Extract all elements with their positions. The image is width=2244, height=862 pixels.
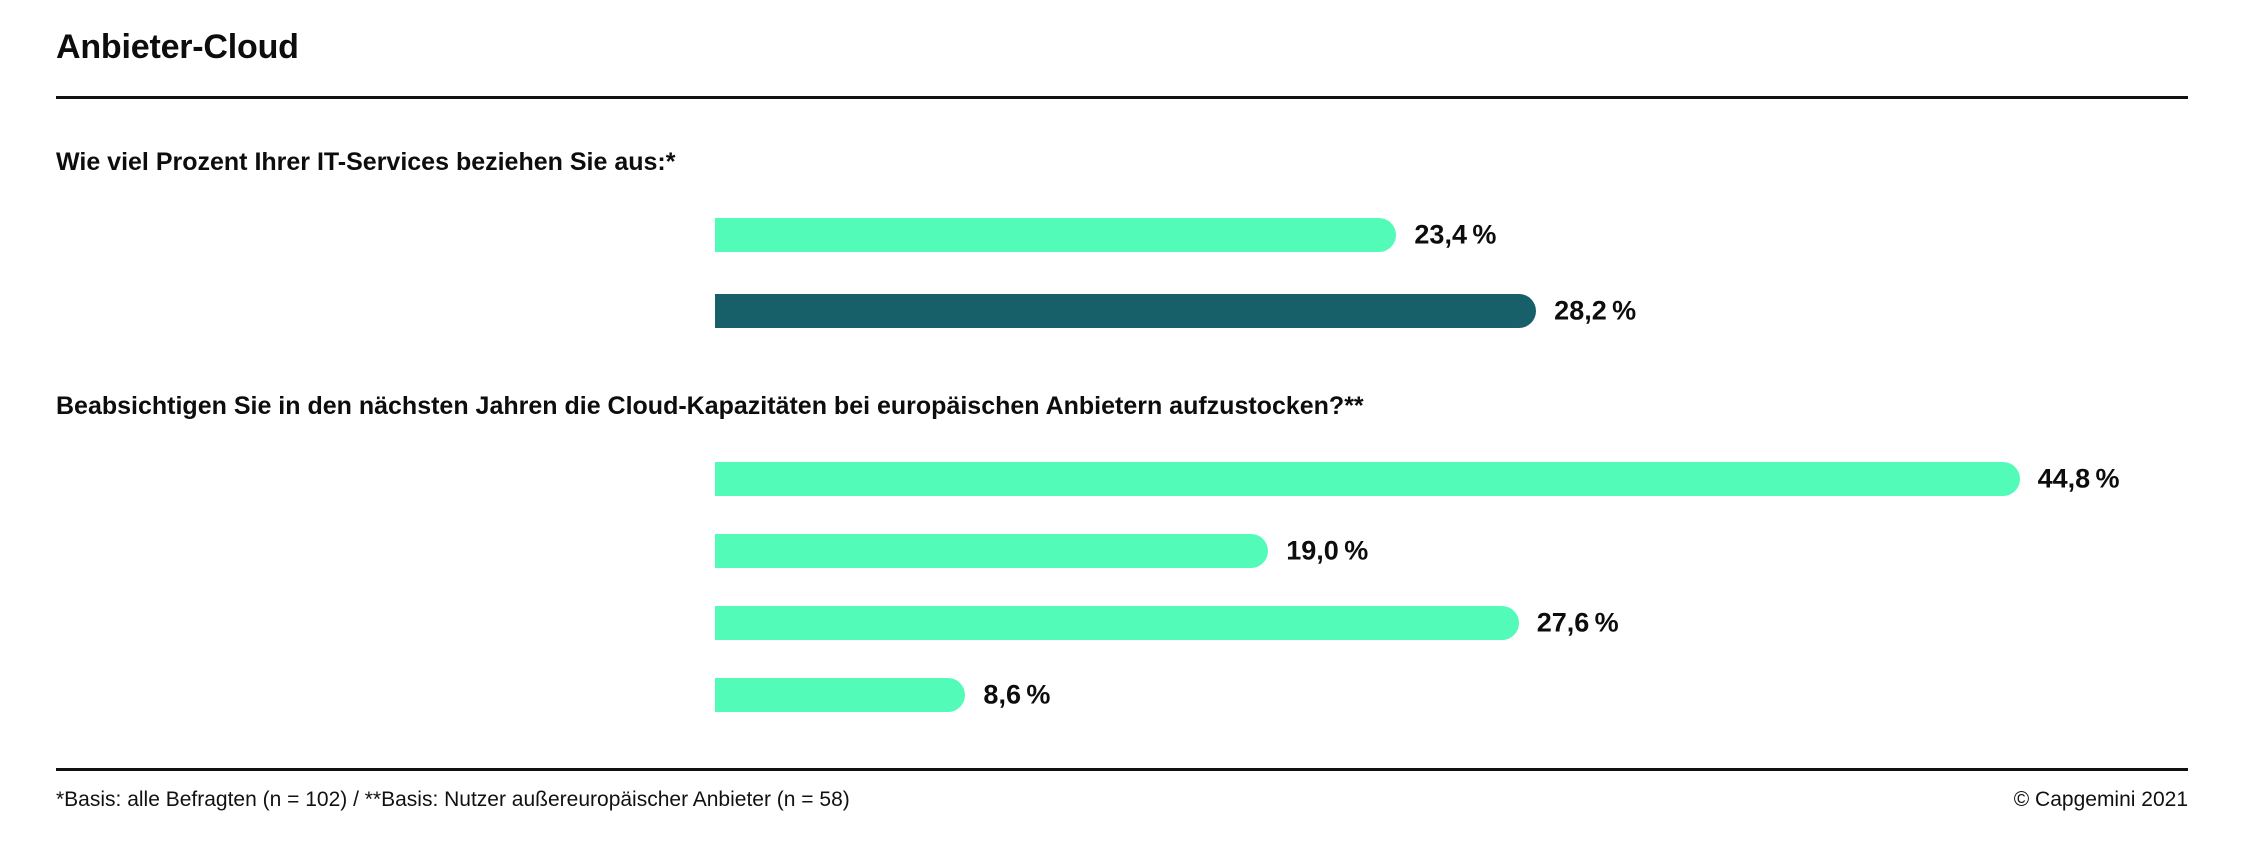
question-heading-1: Wie viel Prozent Ihrer IT-Services bezie… <box>56 148 676 176</box>
bar-value: 8,6 % <box>983 679 1051 710</box>
bar-fill <box>715 678 966 712</box>
bar-value: 27,6 % <box>1536 607 1619 638</box>
bar-track <box>715 462 2020 496</box>
bar-fill <box>715 294 1537 328</box>
footer-divider <box>56 768 2188 771</box>
bar-value: 23,4 % <box>1414 219 1497 250</box>
title-divider <box>56 96 2188 99</box>
bar-value: 44,8 % <box>2037 463 2120 494</box>
bar-track <box>715 606 1519 640</box>
bar-value: 28,2 % <box>1554 295 1637 326</box>
bar-fill <box>715 534 1269 568</box>
bar-track <box>715 678 966 712</box>
footer-basis-note: *Basis: alle Befragten (n = 102) / **Bas… <box>56 788 850 811</box>
bar-fill <box>715 462 2020 496</box>
bar-fill <box>715 606 1519 640</box>
bar-track <box>715 294 1537 328</box>
question-heading-2: Beabsichtigen Sie in den nächsten Jahren… <box>56 392 1364 420</box>
bar-fill <box>715 218 1397 252</box>
footer-copyright: © Capgemini 2021 <box>2013 788 2188 811</box>
bar-track <box>715 218 1397 252</box>
page-title: Anbieter-Cloud <box>56 28 299 66</box>
bar-track <box>715 534 1269 568</box>
bar-value: 19,0 % <box>1286 535 1369 566</box>
